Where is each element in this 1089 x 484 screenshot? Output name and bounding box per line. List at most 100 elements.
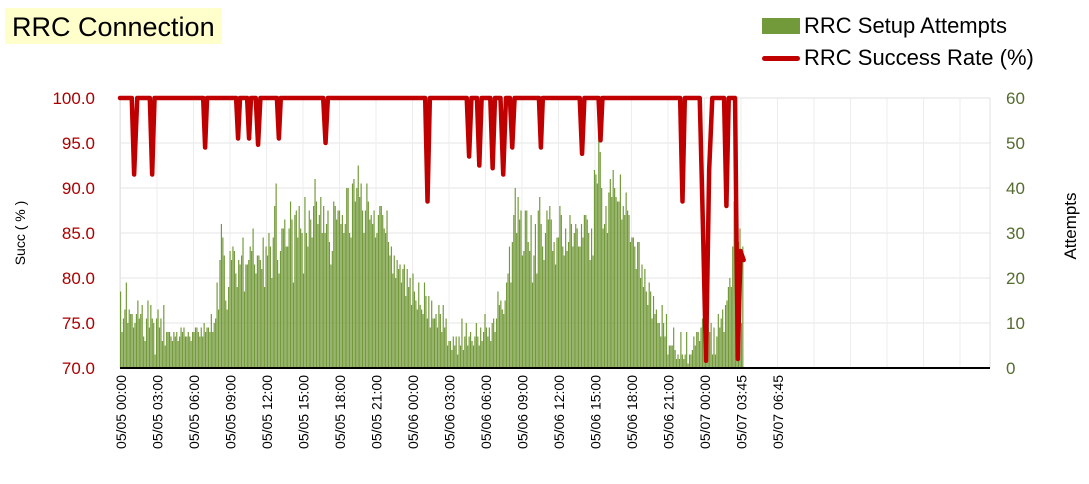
bar — [598, 125, 600, 368]
bar — [121, 332, 123, 368]
bar — [168, 332, 171, 368]
bar — [183, 327, 185, 368]
bar — [693, 336, 695, 368]
bar — [206, 327, 208, 368]
bar — [151, 318, 153, 368]
bar — [156, 318, 158, 368]
bar — [602, 228, 604, 368]
legend-item-success-rate: RRC Success Rate (%) — [762, 42, 1034, 74]
bar — [582, 237, 584, 368]
bar — [471, 341, 473, 368]
bar — [238, 260, 240, 368]
bar — [412, 273, 414, 368]
bar — [386, 210, 388, 368]
bar — [132, 327, 135, 368]
bar — [199, 336, 201, 368]
bar — [491, 323, 493, 368]
bar — [242, 237, 244, 368]
bar — [318, 215, 320, 368]
bar — [160, 318, 162, 368]
bar — [533, 255, 535, 368]
bar — [176, 332, 178, 368]
bar — [500, 300, 502, 368]
bar — [482, 332, 485, 368]
bar — [565, 228, 567, 368]
bar — [665, 314, 668, 368]
bar — [150, 305, 152, 368]
bar — [341, 215, 343, 368]
bar — [733, 201, 735, 368]
bar — [125, 282, 127, 368]
bar — [723, 332, 725, 368]
bar — [356, 188, 358, 368]
bar — [323, 206, 325, 368]
bar — [457, 354, 459, 368]
bar — [416, 309, 418, 368]
bar — [127, 323, 129, 368]
bar — [439, 314, 441, 368]
x-tick-label: 05/06 03:00 — [442, 375, 458, 449]
bar — [138, 318, 140, 368]
bar — [462, 350, 464, 368]
bar — [190, 341, 192, 368]
bar — [740, 323, 742, 368]
x-tick-label: 05/05 09:00 — [223, 375, 239, 449]
bar — [196, 327, 198, 368]
bar — [543, 260, 545, 368]
x-tick-label: 05/06 21:00 — [661, 375, 677, 449]
bar — [177, 341, 179, 368]
bar — [596, 183, 598, 368]
bar — [246, 264, 248, 368]
y-left-tick-label: 80.0 — [62, 269, 95, 288]
bar — [288, 228, 290, 368]
bar — [324, 233, 326, 368]
bar — [226, 309, 228, 368]
bar — [285, 246, 287, 368]
bar — [204, 332, 207, 368]
bar — [217, 309, 220, 368]
bar — [458, 336, 460, 368]
bar — [314, 179, 316, 368]
bar — [308, 210, 310, 368]
bar — [494, 332, 496, 368]
bar — [144, 341, 146, 368]
bar — [719, 327, 721, 368]
bar — [354, 201, 356, 368]
bar — [714, 354, 717, 368]
bar — [310, 219, 312, 368]
bar — [621, 219, 623, 368]
bar — [520, 210, 522, 368]
bar — [215, 318, 217, 368]
bar — [641, 264, 643, 368]
bar — [671, 345, 673, 368]
bar — [614, 188, 616, 368]
bar — [624, 215, 626, 368]
y-right-tick-label: 20 — [1006, 269, 1025, 288]
bar — [474, 336, 476, 368]
bar — [710, 323, 712, 368]
bar — [701, 318, 704, 368]
x-tick-label: 05/05 18:00 — [332, 375, 348, 449]
bar — [468, 336, 470, 368]
bar — [549, 206, 551, 368]
bar — [343, 233, 345, 368]
bar — [603, 224, 606, 368]
bar — [575, 224, 577, 368]
bar — [252, 228, 254, 368]
bar — [426, 318, 428, 368]
bar — [627, 210, 629, 368]
bar — [216, 282, 218, 368]
bar — [413, 291, 416, 368]
bar — [629, 242, 632, 368]
bar — [618, 201, 620, 368]
bar — [648, 282, 650, 368]
bar — [336, 219, 338, 368]
bar — [658, 323, 660, 368]
bar — [531, 282, 534, 368]
y-left-tick-label: 90.0 — [62, 179, 95, 198]
bar — [506, 282, 508, 368]
bar — [222, 237, 224, 368]
bar — [255, 273, 257, 368]
bar — [717, 314, 719, 368]
bar — [281, 228, 283, 368]
